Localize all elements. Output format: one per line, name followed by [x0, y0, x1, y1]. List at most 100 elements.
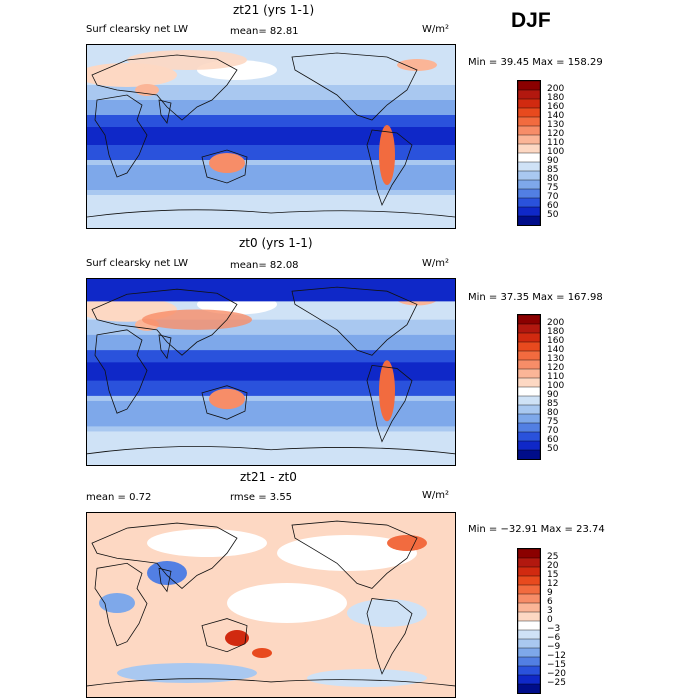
colorbar-tick-label: 12: [547, 578, 559, 589]
colorbar-swatch: [518, 422, 540, 433]
colorbar-tick-label: 180: [547, 92, 565, 103]
panel-2-colorbar-labels: 200 180 160 140 130 120 110 100 90 85 80 75 70 60 50: [547, 314, 587, 458]
colorbar-tick-label: 110: [547, 371, 565, 382]
colorbar-swatch: [518, 440, 540, 451]
colorbar-tick-label: 140: [547, 344, 565, 355]
colorbar-swatch: [518, 81, 540, 91]
colorbar-tick-label: −20: [547, 668, 566, 679]
panel-1-variable-label: Surf clearsky net LW: [86, 24, 189, 35]
colorbar-swatch: [518, 125, 540, 136]
colorbar-tick-label: 6: [547, 596, 553, 607]
colorbar-swatch: [518, 602, 540, 613]
colorbar-tick-label: 120: [547, 362, 565, 373]
colorbar-swatch: [518, 665, 540, 676]
colorbar-swatch: [518, 611, 540, 622]
colorbar-tick-label: −6: [547, 632, 561, 643]
panel-2-colorbar: [517, 314, 541, 460]
colorbar-tick-label: 0: [547, 614, 553, 625]
colorbar-tick-label: 85: [547, 164, 559, 175]
colorbar-tick-label: 80: [547, 173, 559, 184]
colorbar-swatch: [518, 638, 540, 649]
colorbar-tick-label: 60: [547, 434, 559, 445]
colorbar-tick-label: −15: [547, 659, 566, 670]
colorbar-swatch: [518, 350, 540, 361]
colorbar-tick-label: 200: [547, 317, 565, 328]
colorbar-swatch: [518, 341, 540, 352]
colorbar-swatch: [518, 593, 540, 604]
panel-1-colorbar: [517, 80, 541, 226]
colorbar-tick-label: 70: [547, 425, 559, 436]
colorbar-tick-label: 85: [547, 398, 559, 409]
panel-3-units: W/m²: [422, 490, 450, 501]
colorbar-swatch: [518, 206, 540, 217]
colorbar-tick-label: 50: [547, 209, 559, 220]
panel-1-colorbar-labels: 200 180 160 140 130 120 110 100 90 85 80 75 70 60 50: [547, 80, 587, 224]
colorbar-swatch: [518, 656, 540, 667]
colorbar-swatch: [518, 404, 540, 415]
panel-3-map: [86, 512, 456, 698]
colorbar-swatch: [518, 170, 540, 181]
colorbar-tick-label: 75: [547, 416, 559, 427]
colorbar-swatch: [518, 549, 540, 559]
colorbar-swatch: [518, 377, 540, 388]
colorbar-swatch: [518, 315, 540, 325]
colorbar-tick-label: 110: [547, 137, 565, 148]
panel-3-colorbar: [517, 548, 541, 694]
colorbar-swatch: [518, 107, 540, 118]
colorbar-tick-label: 180: [547, 326, 565, 337]
colorbar-tick-label: 60: [547, 200, 559, 211]
colorbar-swatch: [518, 188, 540, 199]
colorbar-swatch: [518, 143, 540, 154]
colorbar-tick-label: 3: [547, 605, 553, 616]
colorbar-swatch: [518, 98, 540, 109]
panel-1-minmax: Min = 39.45 Max = 158.29: [468, 57, 603, 68]
panel-2-units: W/m²: [422, 258, 450, 269]
colorbar-tick-label: −25: [547, 677, 566, 688]
colorbar-swatch: [518, 629, 540, 640]
panel-3-title: zt21 - zt0: [240, 470, 297, 484]
panel-2-variable-label: Surf clearsky net LW: [86, 258, 189, 269]
colorbar-swatch: [518, 386, 540, 397]
colorbar-swatch: [518, 449, 540, 459]
colorbar-tick-label: −3: [547, 623, 561, 634]
colorbar-swatch: [518, 89, 540, 100]
panel-2-mean: mean= 82.08: [230, 260, 299, 271]
colorbar-swatch: [518, 134, 540, 145]
colorbar-tick-label: 9: [547, 587, 553, 598]
colorbar-swatch: [518, 197, 540, 208]
colorbar-swatch: [518, 557, 540, 568]
panel-1-map: [86, 44, 456, 229]
colorbar-swatch: [518, 215, 540, 225]
colorbar-tick-label: 90: [547, 155, 559, 166]
colorbar-swatch: [518, 359, 540, 370]
colorbar-tick-label: 160: [547, 335, 565, 346]
panel-1-units: W/m²: [422, 24, 450, 35]
panel-3-mean: mean = 0.72: [86, 492, 152, 503]
colorbar-tick-label: 100: [547, 146, 565, 157]
colorbar-tick-label: −12: [547, 650, 566, 661]
colorbar-tick-label: 130: [547, 353, 565, 364]
panel-1-title: zt21 (yrs 1-1): [233, 3, 315, 17]
coastlines: [87, 520, 455, 687]
panel-2-title: zt0 (yrs 1-1): [239, 236, 313, 250]
colorbar-swatch: [518, 566, 540, 577]
colorbar-swatch: [518, 161, 540, 172]
coastlines: [87, 52, 455, 218]
colorbar-tick-label: 15: [547, 569, 559, 580]
colorbar-swatch: [518, 116, 540, 127]
colorbar-swatch: [518, 323, 540, 334]
colorbar-swatch: [518, 431, 540, 442]
colorbar-tick-label: 25: [547, 551, 559, 562]
colorbar-swatch: [518, 179, 540, 190]
panel-3-minmax: Min = −32.91 Max = 23.74: [468, 524, 605, 535]
season-label: DJF: [511, 9, 551, 32]
colorbar-tick-label: 50: [547, 443, 559, 454]
panel-2-field: [87, 279, 455, 465]
colorbar-swatch: [518, 683, 540, 693]
colorbar-swatch: [518, 152, 540, 163]
colorbar-tick-label: 80: [547, 407, 559, 418]
colorbar-tick-label: 75: [547, 182, 559, 193]
colorbar-tick-label: 90: [547, 389, 559, 400]
colorbar-tick-label: 200: [547, 83, 565, 94]
panel-2-map: [86, 278, 456, 466]
